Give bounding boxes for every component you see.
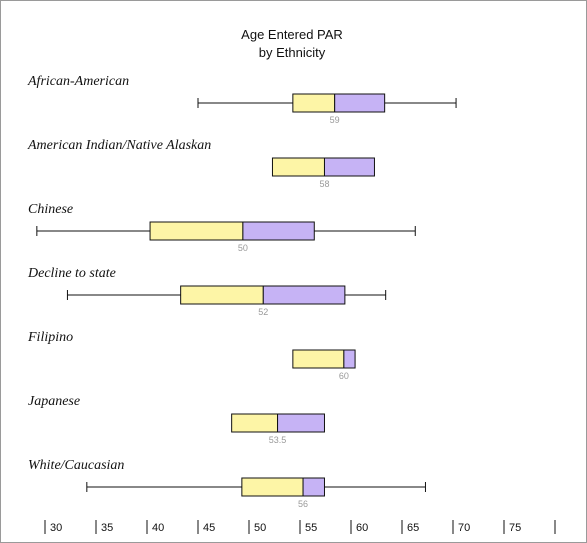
group-label-american-indian-native-alaskan: American Indian/Native Alaskan [27, 138, 211, 153]
box-group-african-american: African-American 59 [27, 74, 457, 125]
group-label-white-caucasian: White/Caucasian [28, 458, 124, 473]
chart-title-line-1: Age Entered PAR [241, 27, 343, 42]
box-lower-american-indian-native-alaskan [271, 157, 325, 177]
axis-tick-label-70: 70 [458, 522, 470, 534]
box-lower-chinese [149, 221, 244, 241]
median-label-american-indian-native-alaskan: 58 [319, 179, 329, 189]
axis-tick-label-35: 35 [101, 522, 113, 534]
box-group-decline-to-state: Decline to state 52 [27, 266, 387, 317]
axis-tick-label-40: 40 [152, 522, 164, 534]
median-label-african-american: 59 [330, 115, 340, 125]
median-label-japanese: 53.5 [269, 435, 287, 445]
group-label-chinese: Chinese [28, 202, 73, 217]
axis-tick-label-65: 65 [407, 522, 419, 534]
axis-tick-label-55: 55 [305, 522, 317, 534]
median-label-white-caucasian: 56 [298, 499, 308, 509]
box-lower-african-american [292, 93, 336, 113]
group-label-decline-to-state: Decline to state [27, 266, 116, 281]
chart-title-line-2: by Ethnicity [259, 45, 326, 60]
box-group-american-indian-native-alaskan: American Indian/Native Alaskan 58 [27, 138, 375, 189]
box-group-japanese: Japanese 53.5 [28, 394, 325, 445]
box-group-chinese: Chinese 50 [28, 202, 416, 253]
median-label-chinese: 50 [238, 243, 248, 253]
axis-tick-label-75: 75 [509, 522, 521, 534]
box-upper-american-indian-native-alaskan [323, 157, 375, 177]
median-label-decline-to-state: 52 [258, 307, 268, 317]
group-label-african-american: African-American [27, 74, 129, 89]
box-groups: African-American 59 American Indian/Native… [27, 74, 457, 509]
box-upper-decline-to-state [262, 285, 346, 305]
median-label-filipino: 60 [339, 371, 349, 381]
box-upper-african-american [334, 93, 386, 113]
box-upper-japanese [277, 413, 325, 433]
box-lower-japanese [231, 413, 279, 433]
box-upper-white-caucasian [302, 477, 325, 497]
group-label-filipino: Filipino [27, 330, 73, 345]
box-lower-white-caucasian [241, 477, 304, 497]
axis-tick-label-45: 45 [203, 522, 215, 534]
axis-tick-label-50: 50 [254, 522, 266, 534]
box-group-filipino: Filipino 60 [27, 330, 356, 381]
box-lower-filipino [292, 349, 345, 369]
group-label-japanese: Japanese [28, 394, 80, 409]
x-axis: 30 35 40 45 50 55 60 65 70 75 [44, 520, 556, 534]
axis-tick-label-30: 30 [50, 522, 62, 534]
axis-tick-label-60: 60 [356, 522, 368, 534]
box-upper-chinese [242, 221, 315, 241]
box-upper-filipino [343, 349, 356, 369]
box-lower-decline-to-state [180, 285, 264, 305]
box-group-white-caucasian: White/Caucasian 56 [28, 458, 426, 509]
